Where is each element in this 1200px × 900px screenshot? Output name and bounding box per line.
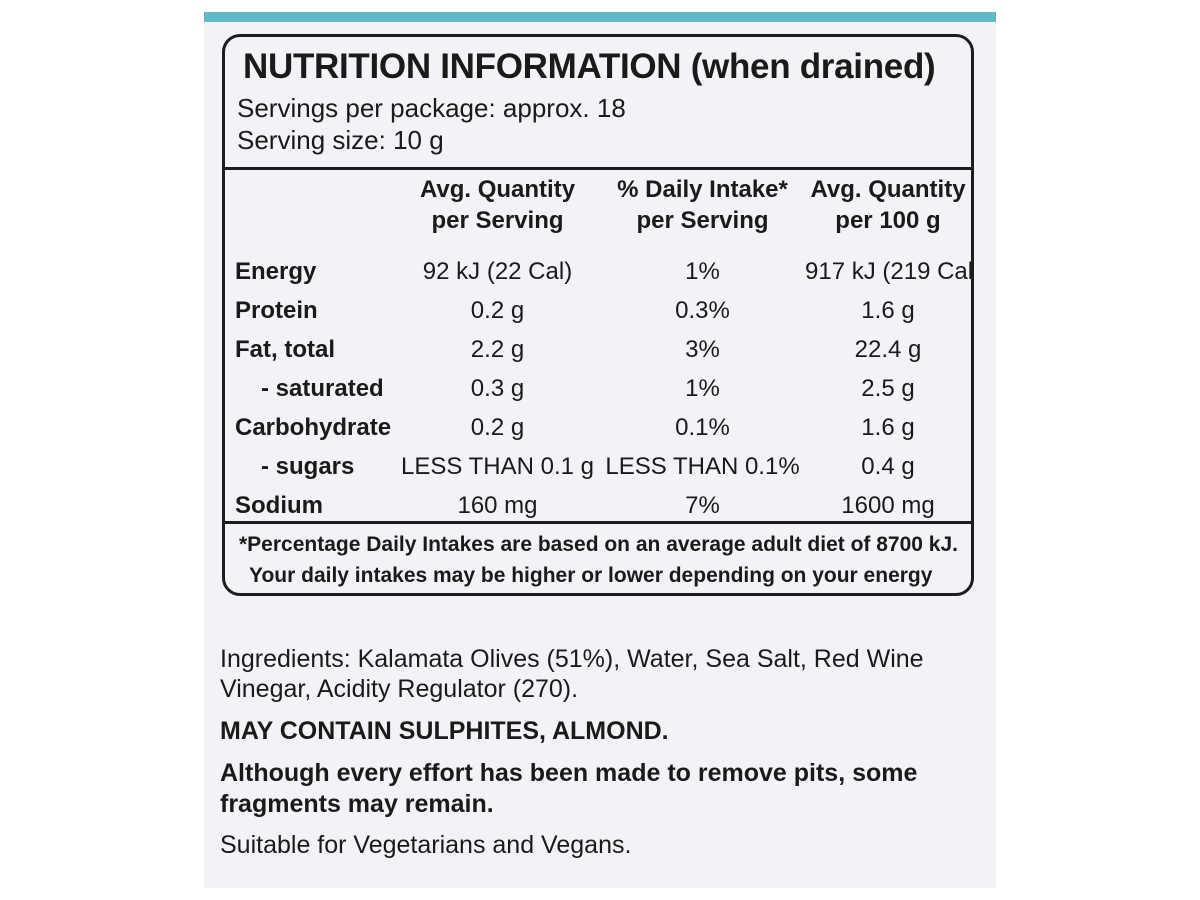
allergen-warning: MAY CONTAIN SULPHITES, ALMOND. [220, 717, 669, 745]
serving-size: Serving size: 10 g [237, 125, 444, 155]
per-serving-value: 92 kJ (22 Cal) [422, 258, 573, 285]
nutrition-table: Avg. Quantity per Serving % Daily Intake… [235, 174, 971, 525]
nutrient-name: - sugars [261, 453, 355, 480]
nutrient-name: Sodium [235, 492, 323, 519]
daily-intake-value: LESS THAN 0.1% [605, 453, 800, 480]
per-100g-value: 0.4 g [861, 453, 915, 480]
daily-intake-value: 7% [685, 492, 720, 519]
nutrition-panel: NUTRITION INFORMATION (when drained) Ser… [222, 34, 974, 596]
ingredients-line-2: Vinegar, Acidity Regulator (270). [220, 675, 579, 703]
header-avg-quantity-per-100g: Avg. Quantity per 100 g [810, 176, 966, 234]
table-row-saturated: - saturated 0.3 g 1% 2.5 g [235, 369, 971, 408]
per-serving-value: LESS THAN 0.1 g [401, 453, 594, 480]
header-avg-quantity-per-serving: Avg. Quantity per Serving [419, 176, 576, 234]
table-row-protein: Protein 0.2 g 0.3% 1.6 g [235, 291, 971, 330]
table-header-row: Avg. Quantity per Serving % Daily Intake… [235, 174, 971, 252]
nutrient-name: Protein [235, 297, 318, 324]
per-serving-value: 0.2 g [470, 414, 525, 441]
nutrient-name: Energy [235, 258, 317, 285]
servings-per-package: Servings per package: approx. 18 [237, 93, 626, 123]
per-100g-value: 22.4 g [854, 336, 922, 363]
nutrition-title: NUTRITION INFORMATION (when drained) [243, 47, 936, 86]
per-100g-value: 2.5 g [861, 375, 915, 402]
table-row-fat-total: Fat, total 2.2 g 3% 22.4 g [235, 330, 971, 369]
suitability-statement: Suitable for Vegetarians and Vegans. [220, 831, 632, 859]
header-daily-intake-per-serving: % Daily Intake* per Serving [617, 176, 788, 234]
nutrient-name: Carbohydrate [235, 414, 392, 441]
ingredients-text: Ingredients: Kalamata Olives (51%), Wate… [220, 644, 980, 704]
daily-intake-value: 1% [685, 258, 720, 285]
daily-intake-value: 0.1% [675, 414, 730, 441]
per-100g-value: 1.6 g [861, 297, 915, 324]
per-100g-value: 1600 mg [841, 492, 935, 519]
footnote-line-1: *Percentage Daily Intakes are based on a… [239, 533, 958, 556]
per-100g-value: 1.6 g [861, 414, 915, 441]
accent-strip [204, 12, 996, 22]
daily-intake-value: 1% [685, 375, 720, 402]
divider-bottom [225, 521, 971, 524]
table-row-carbohydrate: Carbohydrate 0.2 g 0.1% 1.6 g [235, 408, 971, 447]
divider-top [225, 167, 971, 170]
nutrient-name: - saturated [261, 375, 384, 402]
label-text-block: Ingredients: Kalamata Olives (51%), Wate… [220, 644, 980, 860]
table-row-sodium: Sodium 160 mg 7% 1600 mg [235, 486, 971, 525]
per-serving-value: 0.3 g [470, 375, 525, 402]
footnote-line-2: Your daily intakes may be higher or lowe… [249, 564, 933, 587]
header-nutrient [235, 174, 395, 252]
table-row-sugars: - sugars LESS THAN 0.1 g LESS THAN 0.1% … [235, 447, 971, 486]
per-100g-value: 917 kJ (219 Cal) [805, 258, 974, 285]
nutrient-name: Fat, total [235, 336, 335, 363]
pits-line-1: Although every effort has been made to r… [220, 759, 918, 787]
per-serving-value: 2.2 g [470, 336, 525, 363]
daily-intake-value: 0.3% [675, 297, 730, 324]
pits-warning: Although every effort has been made to r… [220, 758, 980, 820]
panel-header: NUTRITION INFORMATION (when drained) Ser… [225, 37, 971, 167]
ingredients-line-1: Ingredients: Kalamata Olives (51%), Wate… [220, 645, 924, 673]
pits-line-2: fragments may remain. [220, 790, 494, 818]
daily-intake-value: 3% [685, 336, 720, 363]
nutrition-table-area: Avg. Quantity per Serving % Daily Intake… [225, 170, 971, 520]
table-row-energy: Energy 92 kJ (22 Cal) 1% 917 kJ (219 Cal… [235, 252, 971, 291]
per-serving-value: 160 mg [457, 492, 538, 519]
product-label: NUTRITION INFORMATION (when drained) Ser… [204, 12, 996, 888]
daily-intake-footnote: *Percentage Daily Intakes are based on a… [239, 529, 963, 593]
per-serving-value: 0.2 g [470, 297, 525, 324]
